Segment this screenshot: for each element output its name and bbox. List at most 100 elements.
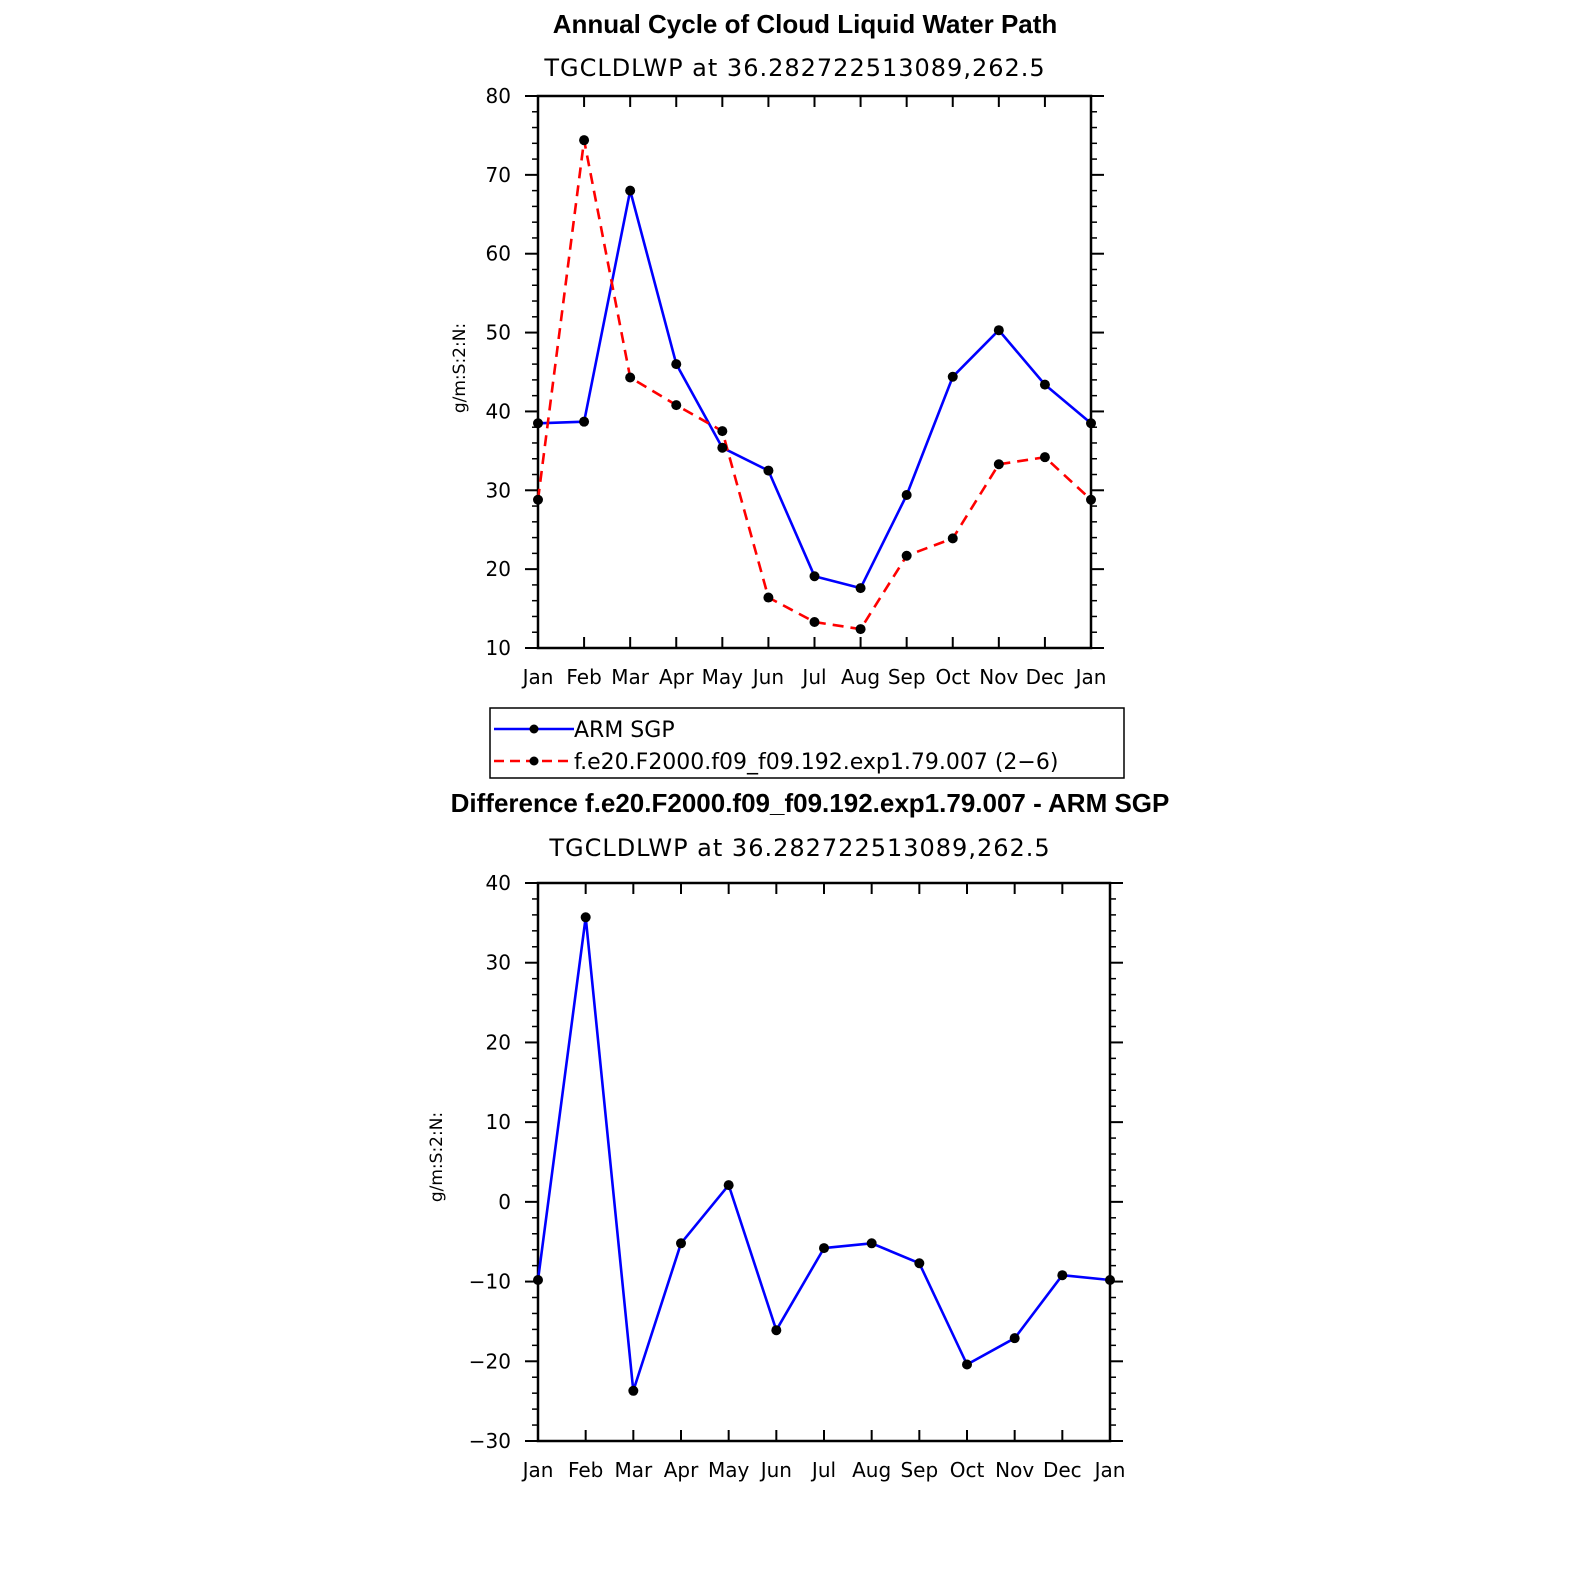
y-tick-label: 20 — [486, 1030, 511, 1054]
data-point-1 — [533, 494, 543, 505]
legend-label-model: f.e20.F2000.f09_f09.192.exp1.79.007 (2−6… — [574, 750, 1058, 775]
data-point-1 — [993, 459, 1004, 470]
y-tick-label: 40 — [486, 399, 511, 423]
data-point-0 — [1086, 418, 1096, 429]
data-point-0 — [914, 1258, 925, 1269]
x-tick-label: Jun — [751, 665, 784, 689]
chart-title: Difference f.e20.F2000.f09_f09.192.exp1.… — [451, 788, 1170, 818]
x-tick-label: Jul — [800, 665, 826, 689]
plot-marks — [533, 135, 1096, 635]
chart-subtitle: TGCLDLWP at 36.282722513089,262.5 — [548, 834, 1050, 862]
data-point-0 — [579, 416, 590, 427]
data-point-0 — [819, 1243, 829, 1254]
x-tick-label: Oct — [935, 665, 970, 689]
legend-box — [489, 707, 1125, 779]
y-axis-label: g/m:S:2:N: — [450, 323, 470, 413]
data-point-0 — [625, 185, 636, 196]
data-point-1 — [1086, 494, 1096, 505]
data-point-0 — [866, 1238, 877, 1249]
chart-title: Annual Cycle of Cloud Liquid Water Path — [553, 9, 1058, 39]
x-tick-label: Sep — [900, 1458, 938, 1482]
y-tick-label: 30 — [486, 478, 511, 502]
x-tick-label: Jun — [759, 1458, 792, 1482]
data-point-1 — [625, 372, 636, 383]
data-point-0 — [1039, 379, 1050, 390]
data-point-0 — [717, 442, 728, 453]
y-tick-label: 70 — [486, 163, 511, 187]
data-point-0 — [771, 1325, 782, 1336]
x-tick-label: Aug — [852, 1458, 891, 1482]
y-tick-label: 60 — [486, 242, 511, 266]
plot-axes: Jan Feb Mar Apr May Jun Jul Aug Sep Oct Nov Dec Jan 1… — [486, 84, 1107, 689]
y-axis-label: g/m:S:2:N: — [427, 1112, 447, 1202]
x-tick-label: Nov — [979, 665, 1018, 689]
x-tick-label: Sep — [888, 665, 926, 689]
plot-frame — [536, 881, 1112, 1443]
data-point-1 — [579, 135, 590, 146]
data-point-1 — [671, 400, 682, 411]
x-tick-label: May — [702, 665, 744, 689]
chart-subtitle: TGCLDLWP at 36.282722513089,262.5 — [543, 54, 1045, 82]
data-point-0 — [1057, 1270, 1068, 1281]
data-point-0 — [1105, 1274, 1115, 1285]
data-point-0 — [901, 490, 912, 501]
data-point-0 — [1009, 1333, 1020, 1344]
x-tick-label: Mar — [611, 665, 650, 689]
data-point-1 — [947, 533, 958, 544]
x-tick-label: Aug — [841, 665, 880, 689]
data-point-0 — [533, 1274, 543, 1285]
x-tick-label: Feb — [566, 665, 601, 689]
data-point-0 — [676, 1238, 686, 1249]
x-tick-label: Jan — [521, 665, 554, 689]
legend: ARM SGP f.e20.F2000.f09_f09.192.exp1.79.… — [489, 707, 1125, 779]
data-point-1 — [809, 616, 820, 627]
x-tick-label: Jul — [810, 1458, 836, 1482]
y-tick-label: −20 — [469, 1349, 511, 1373]
x-tick-label: Apr — [664, 1458, 699, 1482]
data-point-1 — [855, 624, 866, 635]
difference-chart: Difference f.e20.F2000.f09_f09.192.exp1.… — [427, 788, 1169, 1482]
x-tick-label: Jan — [521, 1458, 554, 1482]
y-tick-label: 10 — [486, 1110, 511, 1134]
x-tick-label: May — [708, 1458, 750, 1482]
y-tick-label: −30 — [469, 1429, 511, 1453]
x-tick-label: Jan — [1074, 665, 1107, 689]
series-line-0 — [537, 189, 1092, 590]
legend-label-arm: ARM SGP — [574, 718, 675, 743]
data-point-1 — [901, 550, 912, 561]
data-point-0 — [855, 583, 866, 594]
x-tick-label: Apr — [659, 665, 694, 689]
plot-frame — [536, 94, 1093, 650]
data-point-0 — [993, 325, 1004, 336]
y-tick-label: 40 — [486, 871, 511, 895]
x-tick-label: Nov — [995, 1458, 1034, 1482]
x-tick-label: Mar — [614, 1458, 653, 1482]
data-point-0 — [533, 418, 543, 429]
x-tick-label: Feb — [568, 1458, 603, 1482]
series-line-1 — [536, 138, 1092, 631]
y-tick-label: 0 — [498, 1190, 511, 1214]
x-tick-label: Dec — [1026, 665, 1065, 689]
data-point-0 — [723, 1180, 734, 1191]
data-point-1 — [717, 426, 728, 437]
data-point-0 — [671, 359, 682, 370]
data-point-1 — [1039, 452, 1050, 463]
annual-cycle-chart: Annual Cycle of Cloud Liquid Water Path … — [450, 9, 1106, 689]
data-point-0 — [628, 1385, 639, 1396]
data-point-0 — [763, 465, 774, 476]
y-tick-label: 50 — [486, 321, 511, 345]
data-point-0 — [962, 1359, 972, 1370]
y-tick-label: 30 — [486, 951, 511, 975]
y-tick-label: 10 — [486, 636, 511, 660]
series-line-0 — [536, 915, 1111, 1393]
x-tick-label: Jan — [1093, 1458, 1126, 1482]
y-tick-label: 20 — [486, 557, 511, 581]
plot-axes: Jan Feb Mar Apr May Jun Jul Aug Sep Oct Nov Dec Jan−… — [469, 871, 1126, 1482]
data-point-1 — [763, 592, 774, 603]
y-tick-label: 80 — [486, 84, 511, 108]
y-tick-label: −10 — [469, 1270, 511, 1294]
legend-marker-arm — [529, 724, 539, 734]
x-tick-label: Dec — [1043, 1458, 1082, 1482]
plot-marks — [533, 912, 1115, 1396]
